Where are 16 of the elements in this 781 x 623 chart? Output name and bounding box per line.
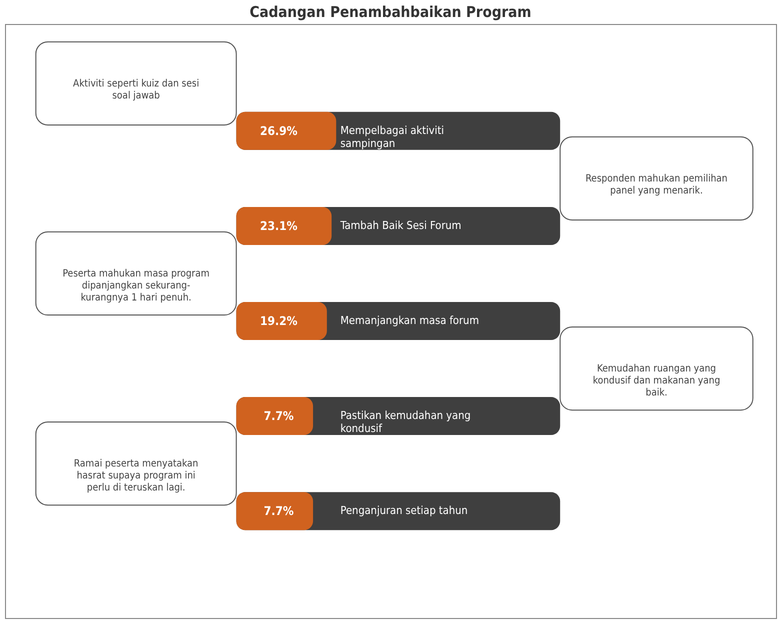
text: Peserta mahukan masa program dipanjangkan sekurang-kurangnya 1 hari penuh. bbox=[62, 268, 210, 304]
text: Kemudahan ruangan yang kondusif dan makanan yang baik. bbox=[592, 364, 720, 399]
category-label: Memanjangkan masa forum bbox=[340, 314, 479, 327]
data-label: 23.1% bbox=[260, 218, 298, 233]
data-label: 7.7% bbox=[264, 504, 294, 518]
category-label: Tambah Baik Sesi Forum bbox=[339, 218, 462, 232]
text: Ramai peserta menyatakan hasrat supaya program ini perlu di teruskan lagi. bbox=[74, 458, 198, 494]
text: Responden mahukan pemilihan panel yang menarik. bbox=[586, 173, 728, 196]
data-label: 26.9% bbox=[260, 124, 298, 138]
text: Cadangan Penambahbaikan Program bbox=[250, 3, 532, 21]
category-label: Mempelbagai aktiviti sampingan bbox=[340, 124, 444, 150]
text: Aktiviti seperti kuiz dan sesi soal jawab bbox=[73, 78, 200, 102]
data-label: 7.7% bbox=[264, 409, 294, 424]
data-label: 19.2% bbox=[260, 314, 298, 328]
category-label: Penganjuran setiap tahun bbox=[340, 504, 468, 518]
category-label: Pastikan kemudahan yang kondusif bbox=[340, 409, 471, 436]
